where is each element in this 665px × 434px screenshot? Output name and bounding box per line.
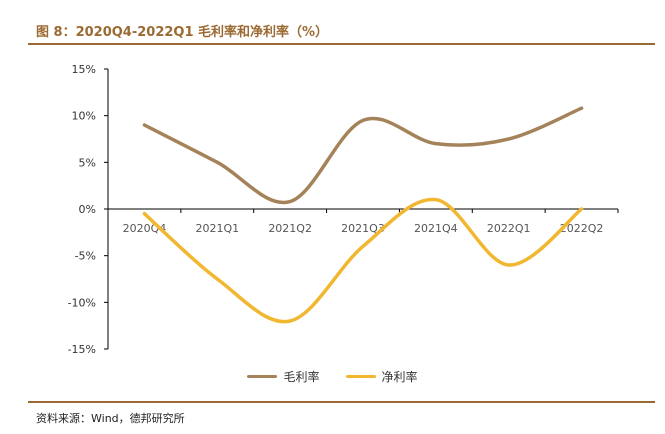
series-line-net-margin [142, 197, 584, 324]
x-tick-label: 2022Q2 [560, 222, 604, 235]
y-tick-label: -5% [75, 250, 96, 263]
legend-swatch-net-margin [345, 375, 376, 378]
legend-item-gross-margin: 毛利率 [247, 368, 320, 385]
x-tick-label: 2021Q1 [195, 222, 239, 235]
y-tick-label: 10% [72, 110, 96, 123]
x-tick-label: 2021Q4 [414, 222, 458, 235]
y-tick-label: 5% [79, 156, 96, 169]
legend-item-net-margin: 净利率 [345, 368, 418, 385]
legend-label-gross-margin: 毛利率 [283, 370, 320, 384]
legend-label-net-margin: 净利率 [381, 370, 418, 384]
axes: 15%10%5%0%-5%-10%-15%2020Q4 2021Q1 2021Q2 2… [68, 63, 619, 356]
y-tick-label: -10% [68, 296, 96, 309]
x-tick-label: 2022Q1 [487, 222, 531, 235]
series-line-gross-margin [142, 106, 584, 205]
y-tick-label: -15% [68, 343, 96, 356]
x-tick-label: 2021Q3 [341, 222, 385, 235]
footer-divider [28, 401, 655, 403]
series-lines [142, 106, 584, 324]
y-tick-label: 15% [72, 63, 96, 76]
chart-title: 图 8：2020Q4-2022Q1 毛利率和净利率（%） [36, 25, 329, 40]
legend-swatch-gross-margin [247, 375, 278, 378]
source-note: 资料来源：Wind，德邦研究所 [36, 412, 185, 425]
y-tick-label: 0% [79, 203, 96, 216]
legend: 毛利率 净利率 [0, 368, 665, 385]
x-tick-label: 2021Q2 [268, 222, 312, 235]
title-divider [28, 43, 655, 45]
